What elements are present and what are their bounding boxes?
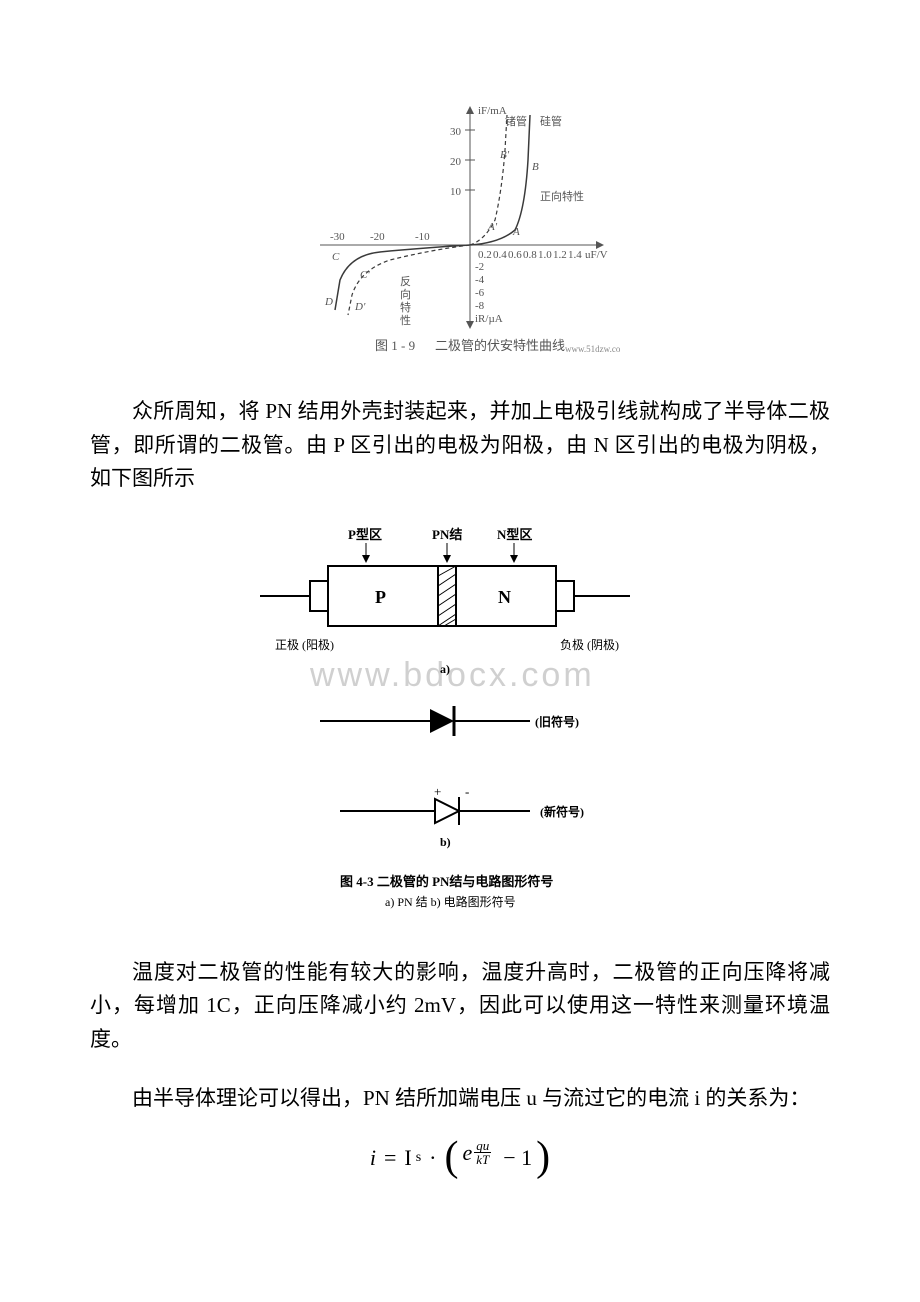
figure-1-iv-curve: iF/mA 30 20 10 -30 -20 -10 0.2 0.4 0.6 0… [90, 100, 830, 365]
paragraph-2: 温度对二极管的性能有较大的影响，温度升高时，二极管的正向压降将减小，每增加 1C… [90, 956, 830, 1057]
xtick-n10: -10 [415, 231, 430, 243]
xtick-12: 1.2 [553, 249, 567, 261]
figure-2-diode-symbol: www.bdocx.com P型区 PN结 N型区 [90, 521, 830, 926]
nytick-4: -4 [475, 274, 485, 286]
e-base: e [462, 1140, 472, 1166]
anode-label: 正极 (阳极) [275, 638, 334, 652]
eq: = [384, 1145, 396, 1171]
minus-label: - [465, 784, 469, 799]
xtick-n30: -30 [330, 231, 345, 243]
rev2: 向 [400, 287, 411, 301]
fig2-caption: 图 4-3 二极管的 PN结与电路图形符号 [340, 874, 553, 889]
frac-den: kT [474, 1153, 491, 1166]
new-symbol-label: (新符号) [540, 804, 584, 819]
n-letter: N [498, 587, 511, 607]
label-c: C [332, 251, 340, 263]
xtick-08: 0.8 [523, 249, 537, 261]
fig2-subcaption: a) PN 结 b) 电路图形符号 [385, 894, 516, 909]
fig1-caption: 二极管的伏安特性曲线 [435, 338, 565, 353]
xtick-04: 0.4 [493, 249, 507, 261]
p-letter: P [375, 587, 386, 607]
xtick-06: 0.6 [508, 249, 522, 261]
rev4: 性 [400, 313, 411, 327]
rev1: 反 [400, 275, 411, 288]
lparen: ( [444, 1141, 458, 1175]
nytick-8: -8 [475, 300, 485, 312]
y-axis-label: iF/mA [478, 105, 507, 117]
label-d: D [324, 296, 333, 308]
paragraph-3: 由半导体理论可以得出，PN 结所加端电压 u 与流过它的电流 i 的关系为： [90, 1082, 830, 1116]
xtick-14: 1.4 [568, 249, 582, 261]
pn-label: PN结 [432, 527, 462, 542]
neg-y-unit: iR/µA [475, 313, 503, 325]
x-unit: uF/V [585, 249, 608, 261]
xtick-02: 0.2 [478, 249, 492, 261]
ytick-10: 10 [450, 186, 462, 198]
label-a: a) [440, 662, 450, 676]
Is-sub: s [416, 1150, 421, 1166]
ytick-20: 20 [450, 156, 462, 168]
fig1-wm: www.51dzw.com [565, 344, 620, 354]
rev3: 特 [400, 300, 411, 314]
Is-base: I [404, 1145, 411, 1171]
nytick-6: -6 [475, 287, 485, 299]
iv-curve-svg: iF/mA 30 20 10 -30 -20 -10 0.2 0.4 0.6 0… [300, 100, 620, 360]
plus-label: + [434, 784, 441, 799]
label-forward: 正向特性 [540, 189, 584, 203]
fig1-caption-prefix: 图 1 - 9 [375, 338, 415, 353]
frac-num: qu [474, 1139, 491, 1153]
minus1: − 1 [503, 1145, 532, 1171]
paragraph-1: 众所周知，将 PN 结用外壳封装起来，并加上电极引线就构成了半导体二极管，即所谓… [90, 395, 830, 496]
xtick-n20: -20 [370, 231, 385, 243]
label-b: B [532, 161, 539, 173]
label-aprime: A' [487, 221, 498, 233]
n-region-label: N型区 [497, 527, 532, 542]
label-cprime: C' [360, 269, 370, 281]
label-dprime: D' [354, 301, 366, 313]
xtick-10: 1.0 [538, 249, 552, 261]
formula-diode-equation: i = Is · ( e qu kT − 1 ) [90, 1140, 830, 1176]
rparen: ) [536, 1141, 550, 1175]
label-a: A [512, 226, 520, 238]
old-symbol-label: (旧符号) [535, 714, 579, 729]
nytick-2: -2 [475, 261, 484, 273]
label-ge: 锗管 [505, 114, 527, 128]
lhs: i [370, 1145, 376, 1171]
ytick-30: 30 [450, 126, 462, 138]
diode-structure-svg: P型区 PN结 N型区 [250, 521, 670, 921]
label-b: b) [440, 835, 451, 849]
p-region-label: P型区 [348, 527, 382, 542]
cathode-label: 负极 (阴极) [560, 638, 619, 652]
dot: · [429, 1145, 436, 1171]
label-si: 硅管 [540, 114, 562, 128]
label-bprime: B' [500, 149, 510, 161]
